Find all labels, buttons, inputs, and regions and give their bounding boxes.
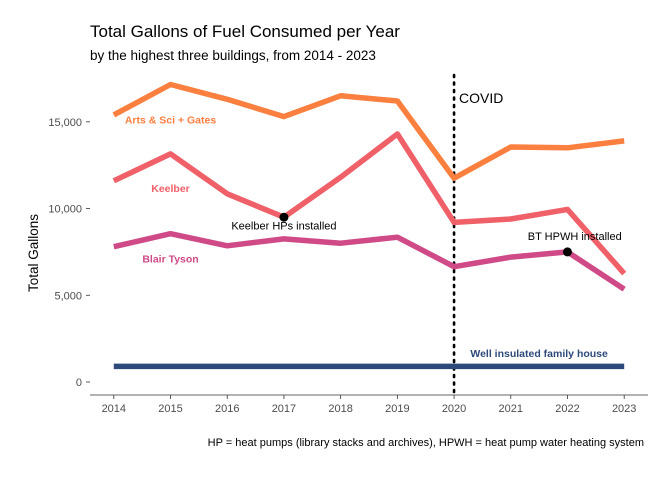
x-tick-label: 2023 [612, 403, 636, 415]
series-label-1: Keelber [151, 183, 190, 195]
annotations: Keelber HPs installed BT HPWH installed [231, 212, 622, 257]
covid-label: COVID [459, 90, 503, 106]
x-tick-label: 2018 [328, 403, 352, 415]
x-tick-label: 2021 [499, 403, 523, 415]
y-tick-label: 0 [76, 377, 82, 389]
x-tick-label: 2017 [272, 403, 296, 415]
x-tick-label: 2020 [442, 403, 466, 415]
annotation-point-1 [562, 247, 572, 257]
series-line-1 [112, 131, 627, 276]
series-label-0: Arts & Sci + Gates [125, 115, 216, 127]
series-label-3: Well insulated family house [470, 348, 608, 360]
series-line-2 [113, 230, 626, 292]
series-labels: Arts & Sci + Gates Keelber Blair Tyson Well… [125, 115, 608, 360]
x-tick-label: 2014 [102, 403, 126, 415]
series-label-2: Blair Tyson [142, 253, 198, 265]
chart-caption: HP = heat pumps (library stacks and arch… [207, 437, 644, 449]
annotation-label-0: Keelber HPs installed [231, 220, 336, 232]
x-tick-label: 2015 [158, 403, 182, 415]
chart-subtitle: by the highest three buildings, from 201… [90, 48, 376, 63]
y-axis-title: Total Gallons [26, 214, 41, 292]
annotation-label-1: BT HPWH installed [528, 231, 622, 243]
series-line-0 [112, 81, 625, 181]
axes: 2014 2015 2016 2017 2018 2019 2020 2021 2022 2023… [26, 117, 648, 415]
y-tick-label: 15,000 [48, 117, 82, 129]
chart-title: Total Gallons of Fuel Consumed per Year [90, 22, 400, 41]
series-lines [112, 81, 627, 370]
y-tick-label: 10,000 [48, 204, 82, 216]
reference-lines: COVID [452, 73, 503, 397]
x-tick-label: 2016 [215, 403, 239, 415]
x-tick-label: 2022 [555, 403, 579, 415]
annotation-point-0 [279, 212, 289, 222]
x-tick-label: 2019 [385, 403, 409, 415]
y-tick-label: 5,000 [54, 290, 82, 302]
